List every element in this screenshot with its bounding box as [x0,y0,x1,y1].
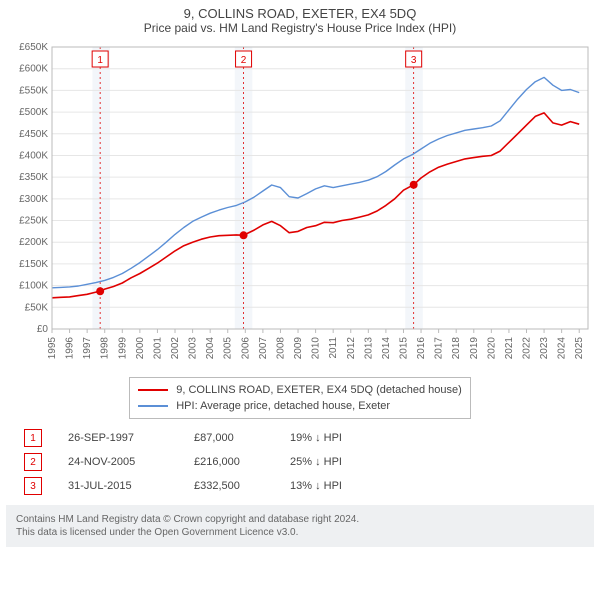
svg-text:1995: 1995 [47,337,58,360]
svg-text:£200K: £200K [19,237,48,248]
chart-subtitle: Price paid vs. HM Land Registry's House … [6,21,594,35]
footer-attribution: Contains HM Land Registry data © Crown c… [6,505,594,547]
svg-text:2021: 2021 [504,337,515,360]
svg-text:2023: 2023 [539,337,550,360]
svg-text:£150K: £150K [19,259,48,270]
svg-text:1999: 1999 [117,337,128,360]
svg-text:2014: 2014 [381,337,392,360]
event-date: 24-NOV-2005 [68,456,168,468]
svg-text:2003: 2003 [188,337,199,360]
svg-text:2013: 2013 [363,337,374,360]
event-note: 19% ↓ HPI [290,432,342,444]
event-date: 26-SEP-1997 [68,432,168,444]
svg-text:2002: 2002 [170,337,181,360]
svg-text:£250K: £250K [19,216,48,227]
svg-text:2011: 2011 [328,337,339,359]
svg-text:£550K: £550K [19,85,48,96]
legend-label: 9, COLLINS ROAD, EXETER, EX4 5DQ (detach… [176,382,462,398]
svg-text:2020: 2020 [486,337,497,360]
event-price: £216,000 [194,456,264,468]
event-price: £87,000 [194,432,264,444]
svg-text:2010: 2010 [311,337,322,360]
legend-label: HPI: Average price, detached house, Exet… [176,398,390,414]
event-note: 25% ↓ HPI [290,456,342,468]
svg-text:2016: 2016 [416,337,427,360]
event-row: 3 31-JUL-2015 £332,500 13% ↓ HPI [24,477,594,495]
event-note: 13% ↓ HPI [290,480,342,492]
svg-text:£500K: £500K [19,107,48,118]
event-list: 1 26-SEP-1997 £87,000 19% ↓ HPI 2 24-NOV-2005… [24,429,594,495]
svg-text:2018: 2018 [451,337,462,360]
svg-text:1996: 1996 [65,337,76,360]
event-date: 31-JUL-2015 [68,480,168,492]
legend: 9, COLLINS ROAD, EXETER, EX4 5DQ (detach… [129,377,471,419]
chart-area: £0 £50K £100K £150K £200K £250K £300K £350K £400… [6,41,594,371]
svg-text:2022: 2022 [521,337,532,360]
svg-text:2024: 2024 [557,337,568,360]
svg-text:2019: 2019 [469,337,480,360]
svg-text:2006: 2006 [240,337,251,360]
svg-text:2001: 2001 [152,337,163,360]
svg-text:2000: 2000 [135,337,146,360]
svg-text:2015: 2015 [398,337,409,360]
legend-item: 9, COLLINS ROAD, EXETER, EX4 5DQ (detach… [138,382,462,398]
event-row: 1 26-SEP-1997 £87,000 19% ↓ HPI [24,429,594,447]
chart-title: 9, COLLINS ROAD, EXETER, EX4 5DQ [6,6,594,21]
footer-line: Contains HM Land Registry data © Crown c… [16,513,584,526]
svg-text:3: 3 [411,55,417,66]
svg-text:£300K: £300K [19,194,48,205]
svg-text:2005: 2005 [223,337,234,360]
footer-line: This data is licensed under the Open Gov… [16,526,584,539]
line-chart-svg: £0 £50K £100K £150K £200K £250K £300K £350K £400… [6,41,594,371]
svg-text:£400K: £400K [19,150,48,161]
svg-text:£0: £0 [37,324,49,335]
legend-swatch [138,389,168,391]
svg-text:2004: 2004 [205,337,216,360]
svg-text:1998: 1998 [100,337,111,360]
svg-text:1997: 1997 [82,337,93,360]
svg-text:£450K: £450K [19,129,48,140]
svg-text:2008: 2008 [275,337,286,360]
event-price: £332,500 [194,480,264,492]
event-badge: 2 [24,453,42,471]
svg-text:£50K: £50K [25,302,49,313]
svg-text:2025: 2025 [574,337,585,360]
svg-text:£100K: £100K [19,281,48,292]
svg-text:1: 1 [97,55,103,66]
svg-text:£650K: £650K [19,42,48,53]
svg-text:£600K: £600K [19,64,48,75]
svg-text:2: 2 [241,55,247,66]
event-badge: 3 [24,477,42,495]
svg-text:£350K: £350K [19,172,48,183]
legend-swatch [138,405,168,407]
svg-text:2017: 2017 [434,337,445,360]
svg-text:2007: 2007 [258,337,269,360]
svg-text:2009: 2009 [293,337,304,360]
event-row: 2 24-NOV-2005 £216,000 25% ↓ HPI [24,453,594,471]
svg-text:2012: 2012 [346,337,357,360]
legend-item: HPI: Average price, detached house, Exet… [138,398,462,414]
event-badge: 1 [24,429,42,447]
